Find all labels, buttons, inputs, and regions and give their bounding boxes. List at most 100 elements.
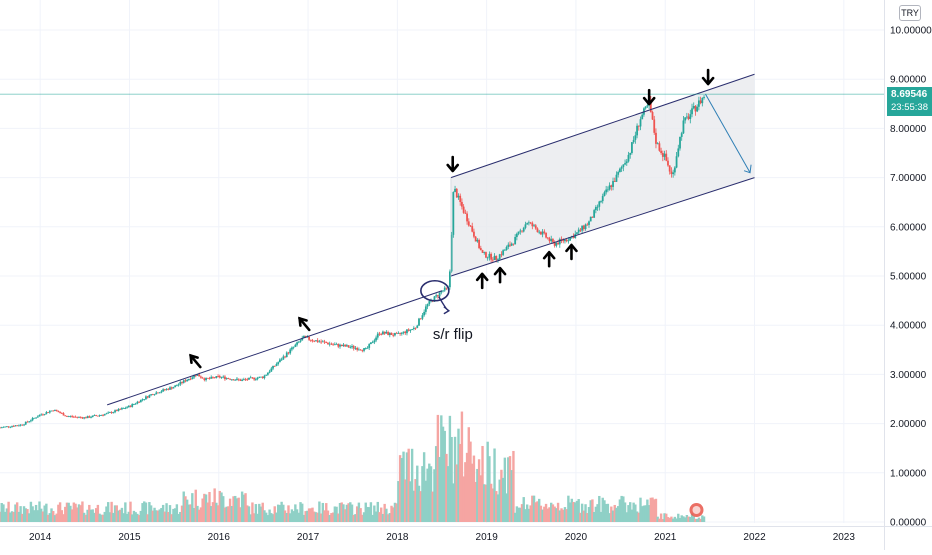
candle-body <box>241 380 243 381</box>
candle-body <box>406 330 408 334</box>
candle-body <box>0 428 1 429</box>
candle-body <box>624 163 626 164</box>
candle-body <box>437 295 439 296</box>
candle-body <box>583 226 585 229</box>
candle-body <box>308 337 310 340</box>
candle-body <box>70 416 72 417</box>
candle-body <box>169 387 171 389</box>
candle-body <box>313 341 315 342</box>
price-tick-label: 4.00000 <box>890 321 927 332</box>
candle-body <box>382 332 384 335</box>
candle-body <box>604 192 606 196</box>
candle-body <box>250 377 252 378</box>
candle-body <box>480 248 482 250</box>
candle-body <box>114 410 116 412</box>
candle-body <box>215 376 217 378</box>
price-tick-label: 3.00000 <box>890 370 927 381</box>
candle-body <box>530 222 532 223</box>
sell-arrow-icon <box>448 157 458 171</box>
candle-body <box>252 377 254 378</box>
candle-body <box>23 425 25 426</box>
candle-body <box>210 377 212 379</box>
candle-body <box>39 415 41 417</box>
candle-body <box>142 399 144 400</box>
candle-body <box>76 417 78 418</box>
candle-body <box>167 389 169 390</box>
candle-body <box>476 240 478 241</box>
candle-body <box>15 425 17 426</box>
candle-body <box>552 239 554 242</box>
candle-body <box>394 333 396 335</box>
currency-badge[interactable]: TRY <box>899 5 921 21</box>
candle-body <box>413 328 415 329</box>
candle-body <box>597 207 599 208</box>
candle-body <box>701 98 703 103</box>
candle-body <box>102 415 104 416</box>
candle-body <box>148 395 150 397</box>
candle-body <box>559 239 561 244</box>
candle-body <box>312 340 314 341</box>
candle-body <box>478 240 480 248</box>
candle-body <box>348 345 350 347</box>
candle-body <box>576 232 578 234</box>
candle-body <box>264 376 266 378</box>
price-tick-label: 9.00000 <box>890 75 927 86</box>
candle-body <box>470 226 472 227</box>
candle-body <box>269 372 271 373</box>
candle-body <box>665 154 667 161</box>
candle-body <box>68 416 70 417</box>
candle-body <box>157 393 159 394</box>
candle-body <box>104 414 106 415</box>
candle-body <box>557 243 559 244</box>
candle-body <box>349 347 351 348</box>
candle-body <box>73 417 75 418</box>
price-axis[interactable]: 0.000001.000002.000003.000004.000005.000… <box>885 0 932 550</box>
candle-body <box>564 240 566 242</box>
candle-body <box>483 252 485 253</box>
volume-bar <box>703 516 705 522</box>
candle-body <box>634 135 636 140</box>
candle-body <box>669 165 671 171</box>
candle-body <box>509 245 511 246</box>
candle-body <box>677 148 679 156</box>
candle-body <box>360 350 362 351</box>
candle-body <box>482 250 484 253</box>
candle-body <box>195 375 197 376</box>
candle-body <box>42 414 44 415</box>
support-trendline <box>107 291 442 405</box>
candle-body <box>658 143 660 150</box>
candle-body <box>94 415 96 416</box>
candle-body <box>513 244 515 245</box>
candle-body <box>555 243 557 246</box>
candle-body <box>660 151 662 153</box>
candle-body <box>85 417 87 418</box>
candle-body <box>140 400 142 402</box>
candle-body <box>44 414 46 415</box>
time-tick-label: 2014 <box>29 532 52 543</box>
candle-body <box>485 252 487 257</box>
candle-body <box>684 117 686 120</box>
candle-body <box>346 345 348 346</box>
candle-body <box>212 377 214 378</box>
candle-body <box>403 332 405 333</box>
candle-body <box>40 414 42 415</box>
candle-body <box>598 201 600 206</box>
candle-body <box>296 342 298 344</box>
candle-body <box>188 379 190 380</box>
candle-body <box>152 394 154 395</box>
candle-body <box>695 106 697 111</box>
candle-body <box>365 348 367 349</box>
candle-body <box>214 377 216 378</box>
sell-arrow-icon <box>644 90 654 104</box>
candle-body <box>358 350 360 351</box>
candle-body <box>387 332 389 335</box>
candle-body <box>21 425 23 426</box>
candle-body <box>147 396 149 397</box>
candle-body <box>61 413 63 414</box>
candle-body <box>540 232 542 235</box>
candle-body <box>396 333 398 334</box>
candle-body <box>298 342 300 343</box>
